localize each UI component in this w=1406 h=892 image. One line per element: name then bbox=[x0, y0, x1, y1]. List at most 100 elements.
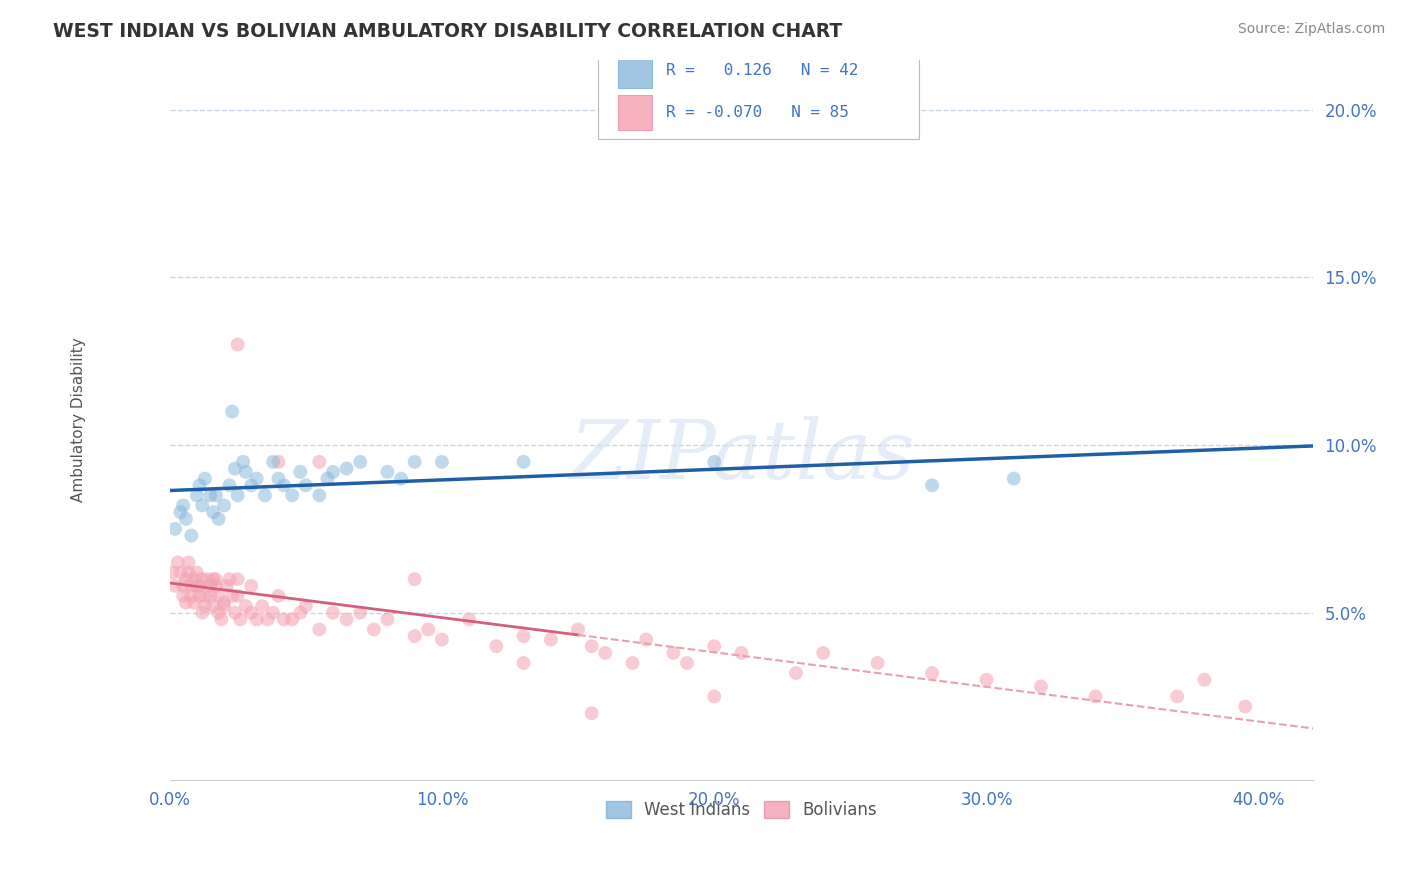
Point bbox=[194, 589, 217, 603]
Point bbox=[662, 646, 685, 660]
Point bbox=[174, 512, 197, 526]
Point bbox=[169, 505, 191, 519]
Point bbox=[205, 579, 228, 593]
Point bbox=[294, 478, 316, 492]
Point bbox=[207, 589, 229, 603]
Point bbox=[202, 505, 225, 519]
Text: R = -0.070   N = 85: R = -0.070 N = 85 bbox=[666, 104, 849, 120]
Point bbox=[267, 589, 290, 603]
Point bbox=[294, 599, 316, 613]
Point bbox=[246, 612, 269, 626]
Point bbox=[177, 566, 200, 580]
Point bbox=[349, 455, 371, 469]
Point bbox=[281, 488, 304, 502]
Point bbox=[240, 606, 263, 620]
Point bbox=[322, 606, 344, 620]
Point bbox=[256, 612, 278, 626]
Point bbox=[336, 461, 359, 475]
Point bbox=[202, 572, 225, 586]
Point bbox=[253, 488, 276, 502]
Point bbox=[186, 488, 208, 502]
FancyBboxPatch shape bbox=[617, 54, 652, 87]
Point bbox=[676, 656, 699, 670]
Point bbox=[197, 572, 219, 586]
Point bbox=[567, 623, 589, 637]
Point bbox=[177, 556, 200, 570]
FancyBboxPatch shape bbox=[617, 95, 652, 129]
Point bbox=[730, 646, 752, 660]
Point bbox=[1166, 690, 1188, 704]
Point bbox=[1194, 673, 1216, 687]
Point bbox=[174, 596, 197, 610]
Point bbox=[250, 599, 273, 613]
Point bbox=[180, 579, 202, 593]
Point bbox=[186, 579, 208, 593]
Point bbox=[200, 589, 222, 603]
Point bbox=[267, 472, 290, 486]
Point bbox=[166, 556, 188, 570]
Point bbox=[226, 589, 249, 603]
Point bbox=[458, 612, 481, 626]
Point bbox=[172, 579, 194, 593]
Point bbox=[200, 579, 222, 593]
Point bbox=[430, 455, 453, 469]
Point bbox=[212, 596, 235, 610]
Point bbox=[162, 566, 184, 580]
Point bbox=[226, 337, 249, 351]
Point bbox=[389, 472, 412, 486]
Point bbox=[212, 499, 235, 513]
Point bbox=[226, 488, 249, 502]
Point bbox=[232, 455, 254, 469]
Point bbox=[866, 656, 889, 670]
Y-axis label: Ambulatory Disability: Ambulatory Disability bbox=[72, 337, 86, 502]
Point bbox=[308, 455, 330, 469]
Point bbox=[191, 572, 214, 586]
Point bbox=[224, 461, 246, 475]
Point bbox=[512, 629, 534, 643]
Point bbox=[308, 623, 330, 637]
Point bbox=[226, 572, 249, 586]
Point bbox=[377, 465, 399, 479]
Point bbox=[785, 666, 807, 681]
Point bbox=[316, 472, 339, 486]
Point bbox=[169, 566, 191, 580]
Text: ZIPatlas: ZIPatlas bbox=[568, 416, 914, 496]
Point bbox=[262, 606, 284, 620]
Point bbox=[308, 488, 330, 502]
Point bbox=[215, 579, 238, 593]
Point bbox=[194, 599, 217, 613]
Point bbox=[581, 639, 603, 653]
Legend: West Indians, Bolivians: West Indians, Bolivians bbox=[599, 795, 883, 826]
Point bbox=[430, 632, 453, 647]
Point bbox=[221, 404, 243, 418]
Point bbox=[976, 673, 998, 687]
Point bbox=[349, 606, 371, 620]
Point bbox=[363, 623, 385, 637]
Point bbox=[183, 596, 205, 610]
Point bbox=[205, 572, 228, 586]
Point bbox=[188, 478, 211, 492]
Point bbox=[188, 589, 211, 603]
Point bbox=[194, 472, 217, 486]
Point bbox=[174, 572, 197, 586]
Point bbox=[240, 478, 263, 492]
FancyBboxPatch shape bbox=[599, 38, 918, 139]
Point bbox=[218, 478, 240, 492]
Point bbox=[163, 579, 186, 593]
Point bbox=[224, 606, 246, 620]
Point bbox=[418, 623, 440, 637]
Point bbox=[262, 455, 284, 469]
Point bbox=[229, 612, 252, 626]
Point bbox=[336, 612, 359, 626]
Point bbox=[404, 455, 426, 469]
Point bbox=[163, 522, 186, 536]
Point bbox=[180, 589, 202, 603]
Point bbox=[703, 639, 725, 653]
Point bbox=[209, 612, 232, 626]
Point bbox=[186, 566, 208, 580]
Point bbox=[811, 646, 834, 660]
Point bbox=[240, 579, 263, 593]
Point bbox=[188, 579, 211, 593]
Point bbox=[202, 599, 225, 613]
Point bbox=[636, 632, 658, 647]
